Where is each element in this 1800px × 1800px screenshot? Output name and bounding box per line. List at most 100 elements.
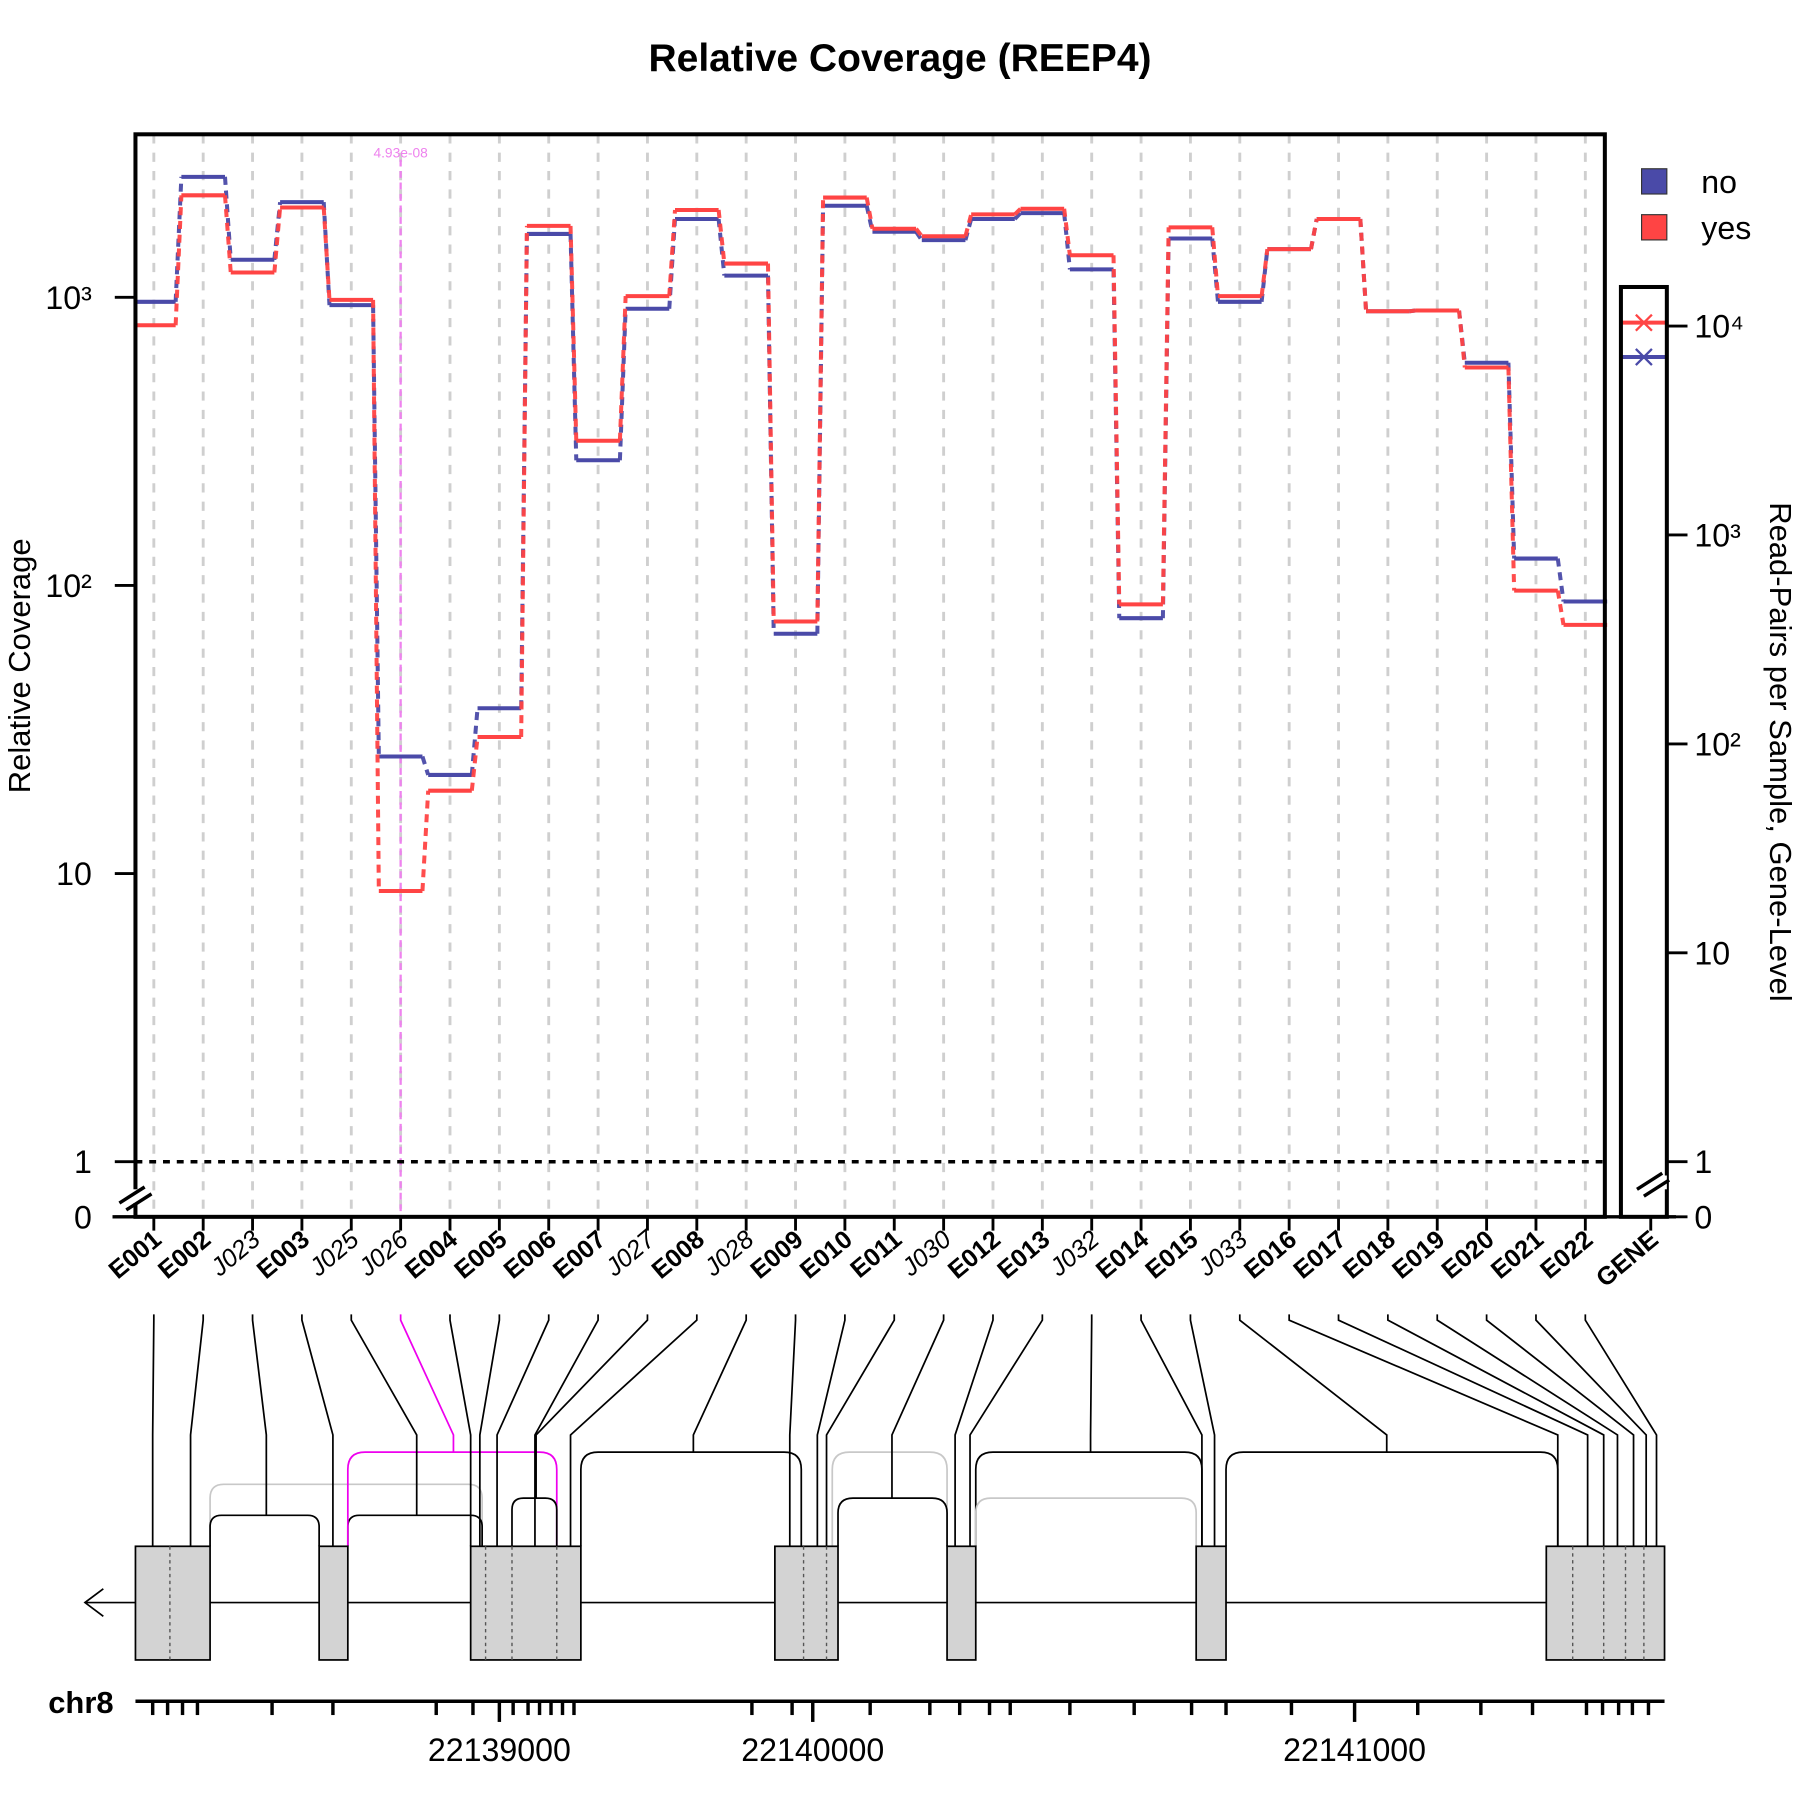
y2-tick-label: 10 [1694, 935, 1730, 971]
feature-connector [1584, 1314, 1658, 1547]
x-tick-label: E004 [400, 1225, 463, 1284]
x-tick-label: E011 [845, 1225, 907, 1283]
junction-arc [1225, 1451, 1559, 1547]
step-connector [222, 176, 233, 260]
x-tick-label: E017 [1288, 1225, 1351, 1284]
junction-arc [831, 1451, 948, 1547]
feature-connector [954, 1314, 994, 1547]
feature-connector [891, 1314, 945, 1499]
step-connector [864, 197, 875, 230]
chart-title: Relative Coverage (REEP4) [648, 37, 1151, 80]
feature-connector [1288, 1314, 1559, 1547]
gene-diagram [83, 1314, 1666, 1722]
step-connector [1457, 310, 1467, 368]
step-connector [1259, 248, 1270, 303]
step-connector [420, 790, 431, 892]
exon-box [1195, 1545, 1227, 1661]
step-connector [765, 275, 776, 634]
feature-connector [1337, 1314, 1589, 1547]
feature-connector [350, 1314, 418, 1516]
legend-swatch [1641, 214, 1668, 241]
x-tick-label: J027 [600, 1225, 661, 1283]
step-connector [1111, 255, 1122, 605]
gene-marker [1635, 348, 1653, 366]
y-tick-label: 0 [74, 1199, 92, 1235]
feature-connector [788, 1314, 797, 1547]
step-connector [716, 218, 727, 276]
axis-break [1636, 1171, 1671, 1198]
genome-tick-label: 22141000 [1283, 1732, 1426, 1768]
axis-break [118, 1185, 153, 1212]
feature-connector [1436, 1314, 1619, 1547]
annotation-text: 4.93e-08 [373, 145, 428, 160]
genome-tick-label: 22140000 [741, 1732, 884, 1768]
feature-connector [825, 1314, 896, 1547]
feature-connector [1238, 1314, 1388, 1453]
junction-arc [974, 1497, 1198, 1547]
legend-label: no [1701, 164, 1737, 200]
exon-box [774, 1545, 839, 1661]
x-tick-label: E001 [104, 1225, 167, 1284]
feature-connector [1387, 1314, 1605, 1547]
exon-box [946, 1545, 977, 1661]
x-tick-label: J023 [205, 1225, 266, 1282]
y2-axis-label: Read-Pairs per Sample, Gene-Level [1763, 502, 1798, 1001]
step-connector [1062, 208, 1072, 256]
x-tick-label: E003 [252, 1225, 315, 1284]
step-connector [321, 207, 332, 301]
x-tick-label: E007 [548, 1225, 611, 1284]
junction-arc [346, 1514, 484, 1547]
x-tick-label: E019 [1387, 1225, 1450, 1284]
step-connector [864, 205, 875, 233]
y2-tick-label: 0 [1694, 1199, 1712, 1235]
step-connector [272, 207, 283, 273]
junction-arc [209, 1483, 484, 1547]
plot-frame [133, 132, 1607, 1219]
y-tick-label: 10² [45, 568, 92, 604]
step-connector [1555, 590, 1566, 626]
y2-tick-label: 1 [1694, 1144, 1712, 1180]
x-tick-label: E008 [647, 1225, 710, 1284]
feature-connector [496, 1314, 550, 1547]
x-tick-label: E009 [745, 1225, 808, 1284]
step-connector [371, 305, 381, 757]
step-connector [815, 197, 826, 622]
junction-arc [974, 1451, 1203, 1547]
gene-marker [1635, 313, 1653, 332]
x-tick-label: E016 [1239, 1225, 1302, 1284]
junction-arc [837, 1497, 948, 1547]
strand-arrow [83, 1588, 104, 1618]
x-tick-label: E006 [499, 1225, 562, 1284]
feature-connector [1089, 1314, 1093, 1453]
x-tick-label: E022 [1535, 1225, 1598, 1284]
x-tick-label: E014 [1091, 1225, 1154, 1284]
y-axis-label: Relative Coverage [2, 538, 37, 793]
x-tick-label: E010 [795, 1225, 858, 1284]
chromosome-label: chr8 [48, 1685, 113, 1720]
feature-connector [535, 1314, 649, 1499]
x-tick-label: J025 [304, 1225, 365, 1283]
feature-connector [189, 1314, 205, 1547]
feature-connector [1535, 1314, 1648, 1547]
feature-connector [251, 1314, 268, 1516]
step-connector [1506, 367, 1517, 591]
feature-connector [301, 1314, 334, 1547]
x-tick-label: E013 [992, 1225, 1055, 1284]
feature-connector [969, 1314, 1044, 1547]
step-connector [914, 227, 924, 238]
feature-connector [478, 1314, 501, 1547]
feature-connector [534, 1314, 599, 1547]
x-tick-label: E020 [1436, 1225, 1499, 1284]
x-tick-label: J026 [353, 1225, 414, 1283]
step-connector [321, 202, 332, 306]
exon-box [134, 1545, 211, 1661]
step-connector [568, 233, 579, 461]
feature-connector [816, 1314, 846, 1547]
genome-tick-label: 22139000 [428, 1732, 571, 1768]
step-connector [1210, 227, 1220, 297]
feature-connector [1140, 1314, 1203, 1547]
step-connector [963, 213, 974, 237]
x-tick-label: J028 [698, 1225, 759, 1282]
